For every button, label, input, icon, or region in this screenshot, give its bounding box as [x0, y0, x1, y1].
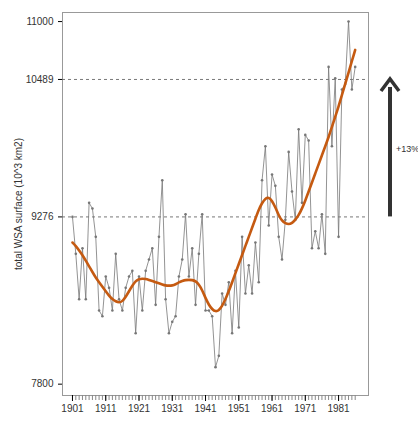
svg-text:1921: 1921: [128, 403, 151, 414]
svg-text:9276: 9276: [31, 211, 54, 222]
svg-text:11000: 11000: [26, 16, 54, 27]
svg-text:1901: 1901: [61, 403, 84, 414]
svg-text:10489: 10489: [26, 74, 54, 85]
svg-text:7800: 7800: [31, 378, 54, 389]
svg-text:total WSA surface (10^3 km2): total WSA surface (10^3 km2): [13, 138, 24, 270]
svg-text:1981: 1981: [327, 403, 350, 414]
svg-text:1961: 1961: [261, 403, 284, 414]
svg-text:1931: 1931: [161, 403, 184, 414]
svg-text:1941: 1941: [194, 403, 217, 414]
svg-text:1911: 1911: [95, 403, 117, 414]
svg-text:1951: 1951: [228, 403, 251, 414]
svg-text:+13%: +13%: [396, 144, 418, 154]
svg-text:1971: 1971: [294, 403, 317, 414]
